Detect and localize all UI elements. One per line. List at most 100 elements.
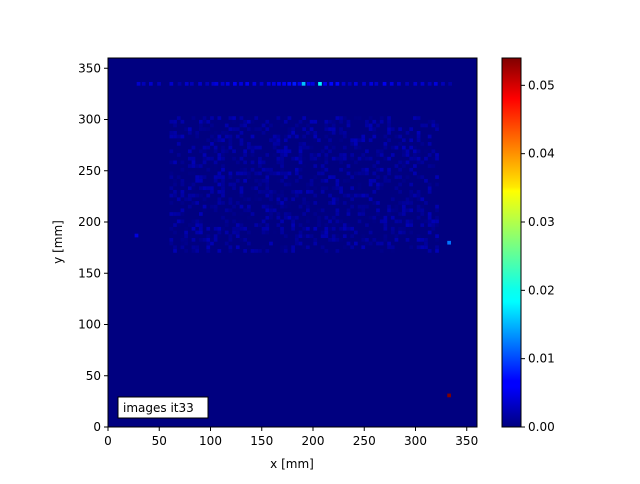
heatmap-cell xyxy=(180,208,185,213)
heatmap-cell xyxy=(387,138,391,143)
heatmap-cell xyxy=(217,249,222,253)
heatmap-cell xyxy=(258,249,262,253)
heatmap-cell xyxy=(365,219,369,224)
heatmap-cell xyxy=(431,164,436,168)
heatmap-cell xyxy=(169,175,174,179)
x-tick-label: 150 xyxy=(250,434,273,448)
heatmap-cell xyxy=(431,123,436,128)
heatmap-cell xyxy=(350,175,354,179)
heatmap-cell xyxy=(416,156,421,161)
heatmap-cell xyxy=(169,81,174,86)
heatmap-cell xyxy=(298,149,303,154)
heatmap-cell xyxy=(228,145,233,150)
heatmap-cell xyxy=(187,130,192,135)
heatmap-cell xyxy=(232,204,236,209)
heatmap-cell xyxy=(335,249,340,253)
heatmap-cell xyxy=(365,241,369,246)
heatmap-cell xyxy=(283,175,288,179)
heatmap-cell xyxy=(427,134,432,139)
heatmap-cell xyxy=(187,197,192,202)
heatmap-cell xyxy=(239,130,244,135)
heatmap-cell xyxy=(243,249,247,253)
heatmap-cell xyxy=(379,182,384,187)
heatmap-cell xyxy=(335,186,340,191)
heatmap-cell xyxy=(180,149,185,154)
heatmap-cell xyxy=(416,160,421,165)
heatmap-cell xyxy=(272,145,277,150)
heatmap-cell xyxy=(387,204,391,209)
heatmap-cell xyxy=(420,223,425,227)
heatmap-cell xyxy=(317,156,321,161)
heatmap-cell xyxy=(328,130,332,135)
heatmap-cell xyxy=(339,116,343,120)
heatmap-cell xyxy=(280,160,284,165)
heatmap-cell xyxy=(405,160,410,165)
heatmap-cell xyxy=(283,212,288,216)
x-tick-label: 100 xyxy=(199,434,222,448)
heatmap-cell xyxy=(272,142,277,146)
heatmap-cell xyxy=(394,186,399,191)
heatmap-cell xyxy=(342,116,347,120)
heatmap-cell xyxy=(398,182,402,187)
heatmap-cell xyxy=(346,119,351,124)
heatmap-cell xyxy=(416,190,421,194)
heatmap-cell xyxy=(339,156,343,161)
heatmap-cell xyxy=(313,130,318,135)
heatmap-cell xyxy=(239,171,244,176)
heatmap-cell xyxy=(246,204,251,209)
heatmap-cell xyxy=(276,160,281,165)
heatmap-cell xyxy=(287,81,292,86)
heatmap-cell xyxy=(149,81,153,86)
heatmap-cell xyxy=(365,119,369,124)
heatmap-cell xyxy=(180,245,185,250)
heatmap-cell xyxy=(328,226,332,231)
heatmap-cell xyxy=(239,186,244,191)
heatmap-cell xyxy=(320,138,325,143)
heatmap-cell xyxy=(280,123,284,128)
heatmap-cell xyxy=(276,149,281,154)
heatmap-cell xyxy=(195,230,200,235)
heatmap-cell xyxy=(335,223,340,227)
heatmap-cell xyxy=(235,230,240,235)
heatmap-cell xyxy=(276,212,281,216)
heatmap-cell xyxy=(331,156,336,161)
heatmap-cell xyxy=(320,245,325,250)
heatmap-cell xyxy=(280,164,284,168)
heatmap-cell xyxy=(309,145,314,150)
heatmap-cell xyxy=(398,175,402,179)
heatmap-cell xyxy=(280,153,284,157)
heatmap-cell xyxy=(213,149,218,154)
heatmap-cell xyxy=(291,134,295,139)
heatmap-cell xyxy=(298,204,303,209)
heatmap-cell xyxy=(424,245,428,250)
heatmap-cell xyxy=(298,223,303,227)
heatmap-cell xyxy=(199,145,203,150)
heatmap-cell xyxy=(239,212,244,216)
heatmap-cell xyxy=(191,182,196,187)
heatmap-cell xyxy=(317,153,321,157)
heatmap-cell xyxy=(335,208,340,213)
heatmap-cell xyxy=(250,201,255,205)
heatmap-cell xyxy=(213,160,218,165)
heatmap-cell xyxy=(243,167,247,172)
heatmap-cell xyxy=(261,226,266,231)
heatmap-cell xyxy=(265,153,270,157)
heatmap-cell xyxy=(250,212,255,216)
heatmap-cell xyxy=(243,197,247,202)
heatmap-cell xyxy=(173,123,177,128)
heatmap-cell xyxy=(331,223,336,227)
heatmap-cell xyxy=(280,190,284,194)
heatmap-cell xyxy=(390,245,395,250)
heatmap-cell xyxy=(228,116,233,120)
heatmap-cell xyxy=(405,219,410,224)
heatmap-cell xyxy=(195,178,200,183)
heatmap-cell xyxy=(184,230,188,235)
heatmap-cell xyxy=(261,190,266,194)
heatmap-cell xyxy=(246,241,251,246)
heatmap-cell xyxy=(250,134,255,139)
heatmap-cell xyxy=(328,149,332,154)
heatmap-cell xyxy=(265,178,270,183)
heatmap-cell xyxy=(387,245,391,250)
heatmap-cell xyxy=(346,123,351,128)
heatmap-cell xyxy=(320,167,325,172)
